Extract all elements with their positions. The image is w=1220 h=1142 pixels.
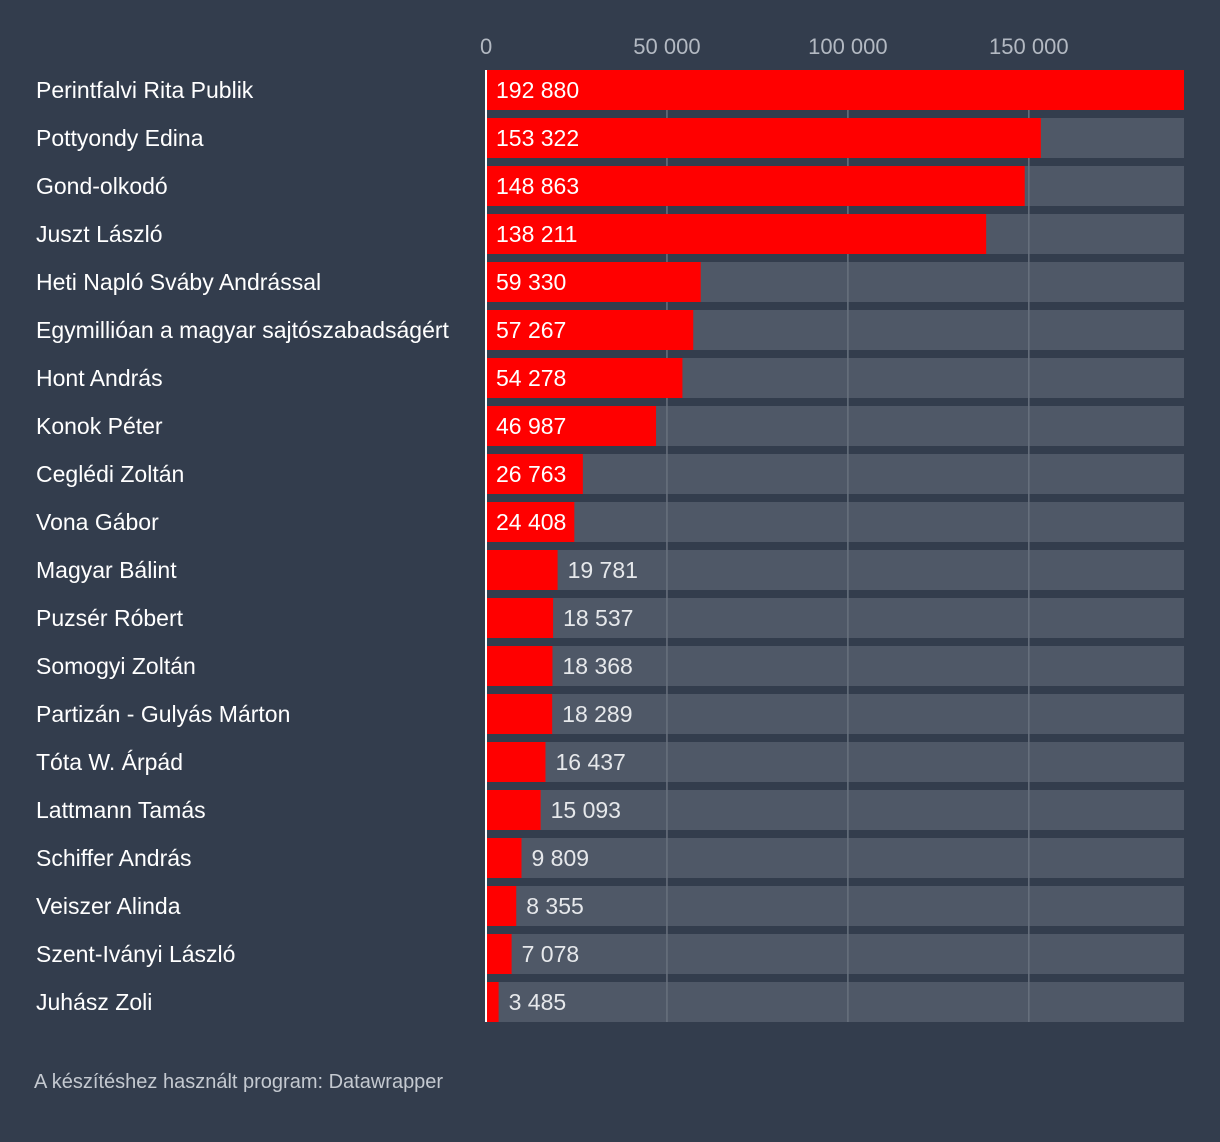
category-label: Egymillióan a magyar sajtószabadságért (36, 317, 450, 343)
bar (486, 838, 522, 878)
category-label: Somogyi Zoltán (36, 653, 196, 679)
value-label: 138 211 (496, 221, 577, 247)
bar (486, 742, 546, 782)
value-label: 192 880 (496, 77, 579, 103)
bar (486, 454, 583, 494)
gridlines (666, 70, 1030, 1022)
bar-track (486, 742, 1184, 782)
bar (486, 214, 987, 254)
value-label: 18 537 (563, 605, 633, 631)
category-label: Heti Napló Sváby Andrással (36, 269, 321, 295)
bar-track (486, 598, 1184, 638)
bar-track (486, 694, 1184, 734)
bar (486, 310, 694, 350)
value-label: 19 781 (568, 557, 638, 583)
value-label: 54 278 (496, 365, 566, 391)
category-label: Ceglédi Zoltán (36, 461, 184, 487)
bar (486, 550, 558, 590)
value-labels: 192 880 153 322 148 863 138 211 59 330 57 267… (496, 77, 638, 1015)
category-labels: Perintfalvi Rita Publik Pottyondy Edina Go… (36, 77, 450, 1015)
value-label: 59 330 (496, 269, 566, 295)
value-label: 153 322 (496, 125, 579, 151)
category-label: Partizán - Gulyás Márton (36, 701, 290, 727)
bars (486, 70, 1184, 1022)
bar (486, 118, 1041, 158)
bar-track (486, 886, 1184, 926)
bar (486, 262, 701, 302)
value-label: 46 987 (496, 413, 566, 439)
bar (486, 406, 657, 446)
value-label: 15 093 (551, 797, 621, 823)
x-tick-label: 50 000 (633, 34, 700, 59)
bar (486, 982, 499, 1022)
category-label: Pottyondy Edina (36, 125, 204, 151)
bar (486, 886, 517, 926)
bar-tracks (486, 70, 1184, 1022)
bar-track (486, 454, 1184, 494)
x-tick-label: 100 000 (808, 34, 888, 59)
category-label: Juhász Zoli (36, 989, 152, 1015)
value-label: 9 809 (531, 845, 589, 871)
bar-track (486, 934, 1184, 974)
value-label: 16 437 (555, 749, 625, 775)
bar (486, 694, 553, 734)
credit-footer: A készítéshez használt program: Datawrap… (34, 1071, 444, 1093)
bar (486, 934, 512, 974)
category-label: Tóta W. Árpád (36, 749, 183, 775)
bar-track (486, 790, 1184, 830)
category-label: Magyar Bálint (36, 557, 177, 583)
value-label: 24 408 (496, 509, 566, 535)
value-label: 26 763 (496, 461, 566, 487)
value-label: 7 078 (522, 941, 580, 967)
value-label: 18 289 (562, 701, 632, 727)
value-label: 148 863 (496, 173, 579, 199)
bar (486, 166, 1025, 206)
tick-labels: 0 50 000 100 000 150 000 (480, 34, 1069, 59)
value-label: 8 355 (526, 893, 584, 919)
bar (486, 790, 541, 830)
category-label: Vona Gábor (36, 509, 159, 535)
category-label: Schiffer András (36, 845, 192, 871)
category-label: Hont András (36, 365, 163, 391)
category-label: Juszt László (36, 221, 163, 247)
category-label: Konok Péter (36, 413, 163, 439)
x-tick-label: 0 (480, 34, 492, 59)
bar-track (486, 502, 1184, 542)
bar-track (486, 838, 1184, 878)
value-label: 3 485 (509, 989, 567, 1015)
bar-track (486, 550, 1184, 590)
value-label: 57 267 (496, 317, 566, 343)
bar (486, 358, 683, 398)
category-label: Gond-olkodó (36, 173, 168, 199)
category-label: Veiszer Alinda (36, 893, 181, 919)
category-label: Perintfalvi Rita Publik (36, 77, 254, 103)
bar (486, 502, 575, 542)
x-tick-label: 150 000 (989, 34, 1069, 59)
bar (486, 646, 553, 686)
bar (486, 598, 554, 638)
bar (486, 70, 1184, 110)
bar-track (486, 982, 1184, 1022)
bar-track (486, 646, 1184, 686)
category-label: Szent-Iványi László (36, 941, 235, 967)
category-label: Lattmann Tamás (36, 797, 206, 823)
value-label: 18 368 (562, 653, 632, 679)
category-label: Puzsér Róbert (36, 605, 184, 631)
